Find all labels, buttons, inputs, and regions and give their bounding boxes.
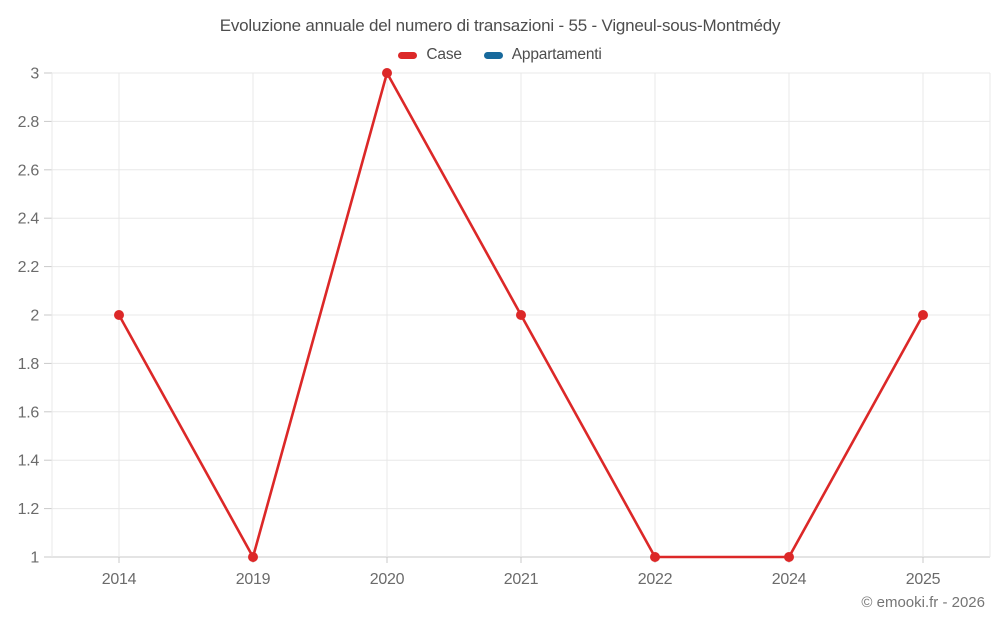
data-point-case[interactable] bbox=[248, 552, 258, 562]
y-tick-label: 2.6 bbox=[18, 162, 40, 179]
data-point-case[interactable] bbox=[784, 552, 794, 562]
y-tick-label: 2.8 bbox=[18, 114, 40, 131]
chart-title: Evoluzione annuale del numero di transaz… bbox=[219, 16, 781, 35]
x-tick-label: 2025 bbox=[906, 571, 941, 588]
data-point-case[interactable] bbox=[650, 552, 660, 562]
y-tick-label: 1.2 bbox=[18, 501, 40, 518]
chart-legend: Case Appartamenti bbox=[0, 46, 1000, 64]
legend-label-appartamenti: Appartamenti bbox=[511, 46, 602, 63]
legend-swatch-case-icon bbox=[398, 51, 418, 59]
legend-item-case[interactable]: Case bbox=[398, 46, 462, 64]
y-tick-label: 1.8 bbox=[18, 356, 40, 373]
legend-swatch-appartamenti-icon bbox=[483, 51, 503, 59]
data-point-case[interactable] bbox=[918, 310, 928, 320]
legend-label-case: Case bbox=[426, 46, 462, 63]
y-tick-label: 3 bbox=[30, 66, 39, 83]
y-tick-label: 1 bbox=[30, 550, 39, 567]
data-point-case[interactable] bbox=[516, 310, 526, 320]
copyright-credit: © emooki.fr - 2026 bbox=[861, 594, 985, 611]
data-point-case[interactable] bbox=[114, 310, 124, 320]
data-point-case[interactable] bbox=[382, 68, 392, 78]
x-tick-label: 2022 bbox=[638, 571, 673, 588]
x-tick-label: 2024 bbox=[772, 571, 807, 588]
x-tick-label: 2019 bbox=[236, 571, 271, 588]
legend-item-appartamenti[interactable]: Appartamenti bbox=[483, 46, 602, 64]
y-tick-label: 1.4 bbox=[18, 453, 40, 470]
x-tick-label: 2020 bbox=[370, 571, 405, 588]
y-tick-label: 1.6 bbox=[18, 404, 40, 421]
y-tick-label: 2.4 bbox=[18, 211, 40, 228]
y-tick-label: 2.2 bbox=[18, 259, 40, 276]
x-tick-label: 2021 bbox=[504, 571, 539, 588]
x-tick-label: 2014 bbox=[102, 571, 137, 588]
y-tick-label: 2 bbox=[30, 308, 39, 325]
